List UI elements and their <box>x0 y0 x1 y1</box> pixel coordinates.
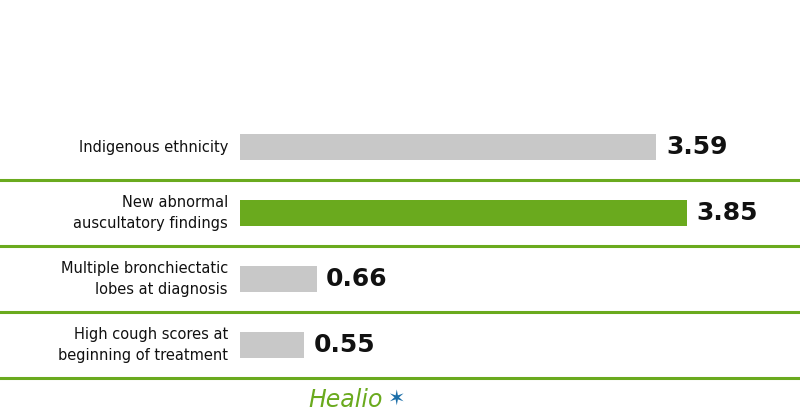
Bar <box>240 134 657 160</box>
Text: 3.59: 3.59 <box>666 135 727 159</box>
Bar <box>240 200 686 226</box>
Text: 0.66: 0.66 <box>326 267 388 291</box>
Text: New abnormal
auscultatory findings: New abnormal auscultatory findings <box>74 195 228 231</box>
Text: 0.55: 0.55 <box>314 333 375 357</box>
Bar <box>240 332 304 358</box>
Text: Healio: Healio <box>308 388 382 412</box>
Text: ✶: ✶ <box>387 389 405 409</box>
Text: 3.85: 3.85 <box>696 201 758 225</box>
Bar <box>240 266 317 292</box>
Text: High cough scores at
beginning of treatment: High cough scores at beginning of treatm… <box>58 327 228 363</box>
Text: Indigenous ethnicity: Indigenous ethnicity <box>78 140 228 155</box>
Text: Adjusted odds ratios for responding to 14-day oral
antibiotic treatment based on: Adjusted odds ratios for responding to 1… <box>106 32 694 78</box>
Text: Multiple bronchiectatic
lobes at diagnosis: Multiple bronchiectatic lobes at diagnos… <box>61 261 228 297</box>
